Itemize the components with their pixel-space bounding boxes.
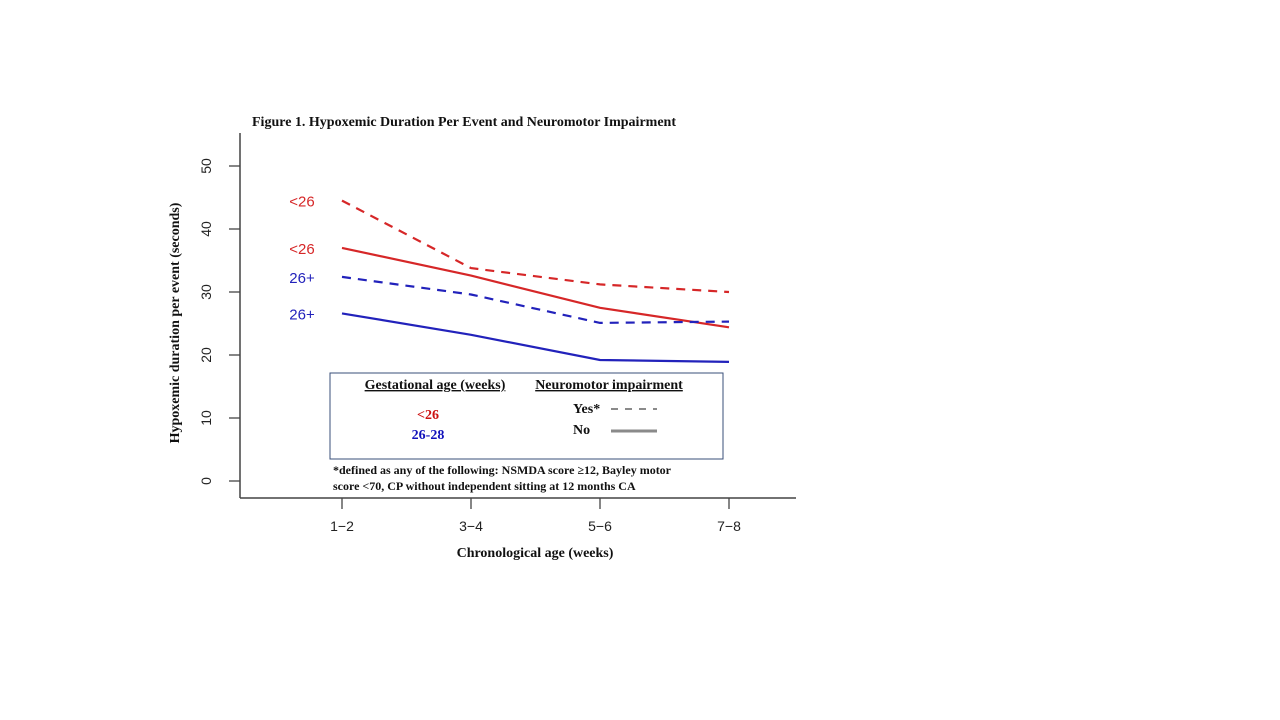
legend-neuromotor-item: No — [573, 423, 590, 438]
y-tick-label: 50 — [198, 158, 214, 174]
y-tick-label: 20 — [198, 347, 214, 363]
series-lines — [341, 199, 730, 363]
x-tick-label: 5−6 — [588, 518, 612, 534]
series-line — [341, 246, 730, 329]
series-label: 26+ — [289, 270, 315, 287]
legend-gestational-header: Gestational age (weeks) — [365, 378, 506, 393]
x-tick-label: 3−4 — [459, 518, 483, 534]
legend-gestational-item: 26-28 — [412, 428, 445, 443]
x-tick-label: 1−2 — [330, 518, 354, 534]
chart-title: Figure 1. Hypoxemic Duration Per Event a… — [252, 115, 676, 130]
x-axis-label: Chronological age (weeks) — [457, 546, 614, 561]
x-ticks: 1−2 3−4 5−6 7−8 — [330, 498, 741, 534]
series-line — [341, 275, 730, 325]
x-tick-label: 7−8 — [717, 518, 741, 534]
series-label: <26 — [289, 194, 314, 211]
y-tick-label: 0 — [198, 477, 214, 485]
series-label: 26+ — [289, 306, 315, 323]
legend-items: <26 26-28 Yes* No — [412, 402, 657, 443]
footnote-line: *defined as any of the following: NSMDA … — [333, 463, 672, 477]
series-labels: <26 <26 26+ 26+ — [289, 194, 315, 324]
legend: Gestational age (weeks) Neuromotor impai… — [329, 372, 724, 460]
y-axis-label: Hypoxemic duration per event (seconds) — [168, 202, 183, 443]
y-tick-label: 10 — [198, 410, 214, 426]
series-label: <26 — [289, 241, 314, 258]
legend-neuromotor-item: Yes* — [573, 402, 600, 417]
legend-gestational-item: <26 — [417, 408, 439, 423]
series-line — [341, 199, 730, 294]
series-line — [341, 312, 730, 363]
y-tick-label: 30 — [198, 284, 214, 300]
legend-box — [329, 372, 724, 460]
y-tick-label: 40 — [198, 221, 214, 237]
legend-neuromotor-header: Neuromotor impairment — [535, 378, 683, 393]
y-ticks: 0 10 20 30 40 50 — [198, 158, 240, 485]
footnote: *defined as any of the following: NSMDA … — [333, 463, 672, 493]
axes — [239, 133, 796, 499]
footnote-line: score <70, CP without independent sittin… — [333, 479, 636, 493]
